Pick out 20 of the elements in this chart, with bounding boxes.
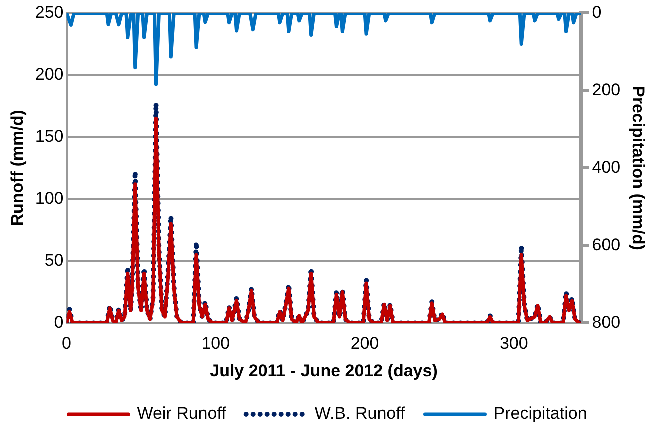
legend-label: Precipitation xyxy=(494,404,588,424)
legend-label: Weir Runoff xyxy=(137,404,227,424)
y-tick-label: 100 xyxy=(35,188,64,208)
y2-tick-label: 200 xyxy=(592,80,621,100)
y-tick-label: 200 xyxy=(35,64,64,84)
y2-tick-label: 0 xyxy=(592,2,602,22)
x-axis-title: July 2011 - June 2012 (days) xyxy=(210,361,438,380)
x-tick-label: 300 xyxy=(500,334,528,354)
x-tick-label: 200 xyxy=(350,334,380,354)
y-tick-label: 50 xyxy=(44,250,64,270)
legend-label: W.B. Runoff xyxy=(314,404,406,424)
y-axis-title: Runoff (mm/d) xyxy=(8,110,27,226)
y-tick-label: 150 xyxy=(35,126,64,146)
y2-tick-label: 400 xyxy=(592,158,621,177)
y-tick-label: 250 xyxy=(35,2,64,22)
y2-tick-label: 800 xyxy=(592,312,621,332)
y2-tick-label: 600 xyxy=(592,235,621,254)
x-tick-label: 100 xyxy=(202,334,230,354)
y-tick-label: 0 xyxy=(54,312,64,332)
y2-axis-title: Precipitation (mm/d) xyxy=(629,86,648,250)
